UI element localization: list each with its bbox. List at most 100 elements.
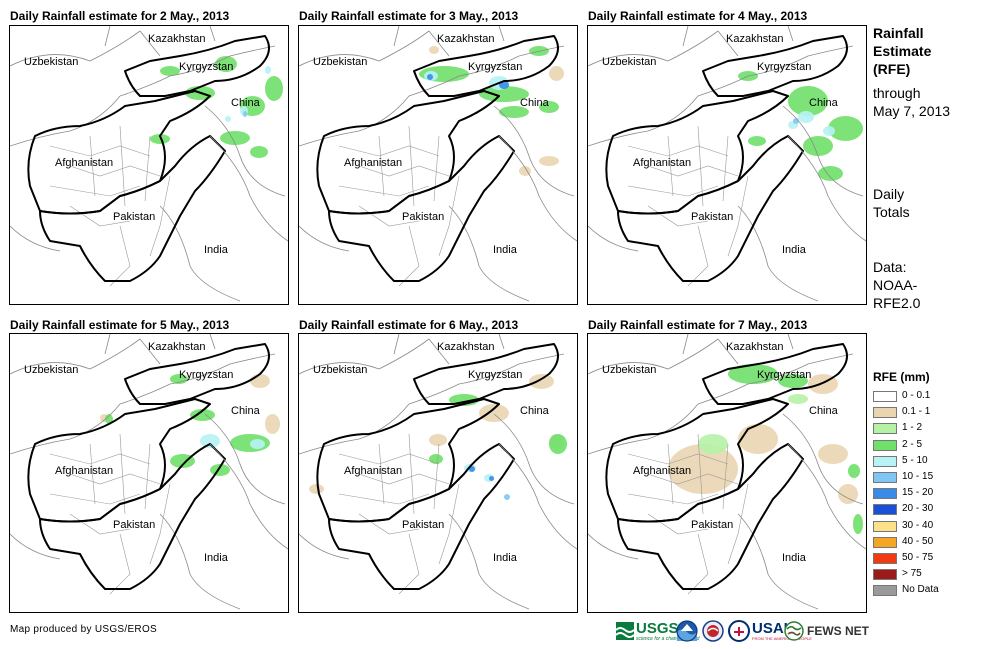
usgs-wordmark: USGS [636,619,679,637]
province-line [722,443,729,510]
province-line [722,135,729,202]
country-border [408,45,565,97]
sidebar-through: through May 7, 2013 [873,84,950,120]
map-canvas [588,334,866,610]
panel-title-1: Daily Rainfall estimate for 2 May., 2013 [10,9,230,23]
country-label-kazakhstan: Kazakhstan [437,33,495,45]
country-border [448,205,530,302]
fewsnet-logo: FEWS NET [784,618,869,644]
country-border [10,533,61,560]
rainfall-area [519,166,531,176]
legend-swatch [873,455,897,467]
country-border [782,413,864,505]
province-line [647,473,739,485]
focus-country-outline [328,443,515,590]
sidebar-title-line1: Rainfall [873,25,924,41]
map-panel-4: Kazakhstan Uzbekistan Kyrgyzstan China Afgha… [9,333,289,613]
country-label-afghanistan: Afghanistan [633,157,692,169]
province-line [109,225,131,287]
noaa-logo [676,618,698,644]
legend-label: 0 - 0.1 [902,390,931,401]
rainfall-area [549,66,564,81]
province-line [667,135,674,197]
province-line [433,443,440,510]
rainfall-area [748,136,766,146]
rainfall-area [429,46,439,54]
rainfall-area [549,434,567,454]
country-label-kyrgyzstan: Kyrgyzstan [179,369,234,381]
country-label-china: China [520,97,549,109]
province-line [49,185,141,197]
map-canvas [299,26,577,302]
country-border [682,334,794,355]
country-border [408,353,565,405]
credit-text: Map produced by USGS/EROS [10,624,158,635]
focus-country-outline [39,135,226,282]
rainfall-area [529,374,554,389]
nws-emblem-icon [702,620,724,642]
province-line [144,443,151,510]
country-border [493,105,575,197]
usaid-seal-icon [728,620,750,642]
country-label-afghanistan: Afghanistan [55,157,114,169]
focus-country-outline [605,90,789,215]
legend-swatch [873,569,897,581]
rainfall-area [728,364,778,384]
province-line [378,443,385,505]
fewsnet-wordmark: FEWS NET [807,624,869,638]
province-line [49,453,151,465]
map-panel-1: Kazakhstan Uzbekistan Kyrgyzstan China Afgha… [9,25,289,305]
rainfall-area [200,434,220,448]
country-label-kazakhstan: Kazakhstan [148,341,206,353]
map-panel-6: Kazakhstan Uzbekistan Kyrgyzstan China Afgha… [587,333,867,613]
legend-label: > 75 [902,568,922,580]
country-label-uzbekistan: Uzbekistan [24,364,79,376]
legend-swatch [873,407,897,419]
rainfall-area [190,409,215,421]
country-label-india: India [493,552,517,564]
rainfall-area [309,484,324,494]
country-border [299,30,450,67]
country-label-pakistan: Pakistan [691,211,734,223]
province-line [358,165,450,177]
focus-country-outline [413,343,559,405]
logo-bar: USGS science for a changing world USAID … [616,618,876,646]
country-border [10,30,161,67]
country-label-pakistan: Pakistan [113,211,156,223]
rainfall-area [778,374,808,388]
country-label-pakistan: Pakistan [113,519,156,531]
legend-swatch [873,553,897,564]
country-border [104,334,216,355]
map-canvas [588,26,866,302]
panel-title-4: Daily Rainfall estimate for 5 May., 2013 [10,318,230,332]
country-border [209,443,288,550]
country-border [588,533,639,560]
province-line [627,453,729,465]
country-border [159,513,241,610]
province-line [338,493,430,505]
map-canvas [299,334,577,610]
province-line [408,125,415,207]
rainfall-area [265,66,271,74]
rainfall-area [160,66,180,76]
province-line [433,135,440,202]
province-line [438,175,460,257]
province-line [69,165,161,177]
country-label-india: India [204,244,228,256]
map-panel-5: Kazakhstan Uzbekistan Kyrgyzstan China Afgha… [298,333,578,613]
country-label-india: India [204,552,228,564]
legend-swatch [873,504,897,516]
province-line [69,473,161,485]
country-label-pakistan: Pakistan [691,519,734,531]
focus-country-outline [413,35,559,97]
country-border [697,353,854,405]
province-line [687,225,709,287]
country-label-afghanistan: Afghanistan [633,465,692,477]
province-line [408,433,415,515]
country-label-uzbekistan: Uzbekistan [313,364,368,376]
country-border [119,45,276,97]
country-border [299,95,410,147]
rainfall-area [215,56,237,72]
sidebar-through-line2: May 7, 2013 [873,103,951,119]
country-border [299,225,350,252]
